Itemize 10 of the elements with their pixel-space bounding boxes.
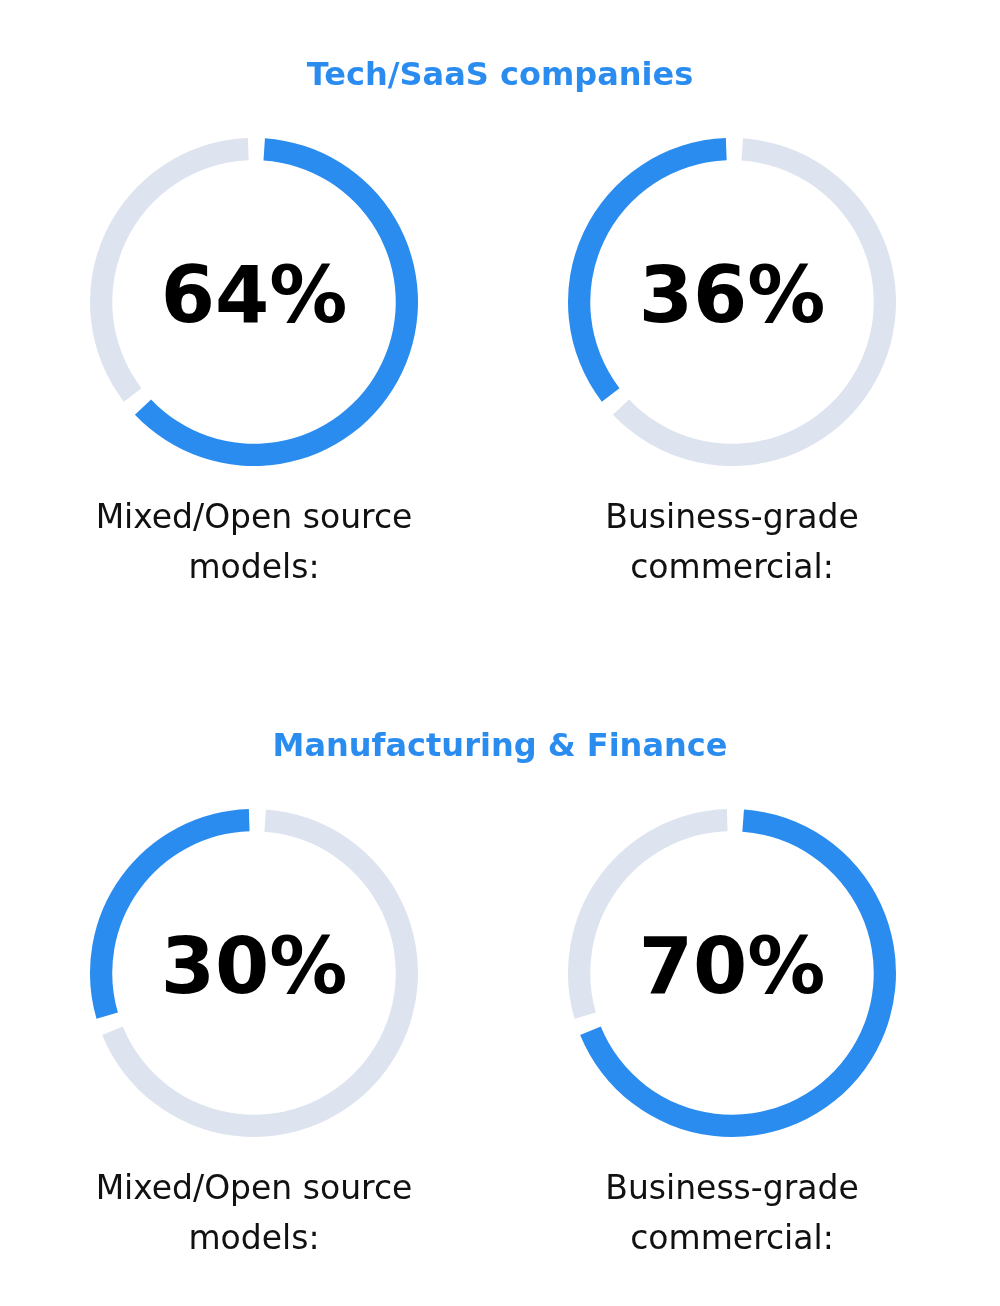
- text: Mixed/Open source models:: [94, 1167, 414, 1259]
- data-label: 64%: [160, 250, 348, 341]
- data-label: 70%: [638, 921, 826, 1012]
- text: Tech/SaaS companies: [305, 55, 695, 93]
- text: Mixed/Open source models:: [94, 496, 414, 588]
- data-label: 36%: [638, 250, 826, 341]
- text: Manufacturing & Finance: [271, 726, 729, 764]
- data-label: 30%: [160, 921, 348, 1012]
- text: Business-grade commercial:: [604, 496, 860, 588]
- text: Business-grade commercial:: [604, 1167, 860, 1259]
